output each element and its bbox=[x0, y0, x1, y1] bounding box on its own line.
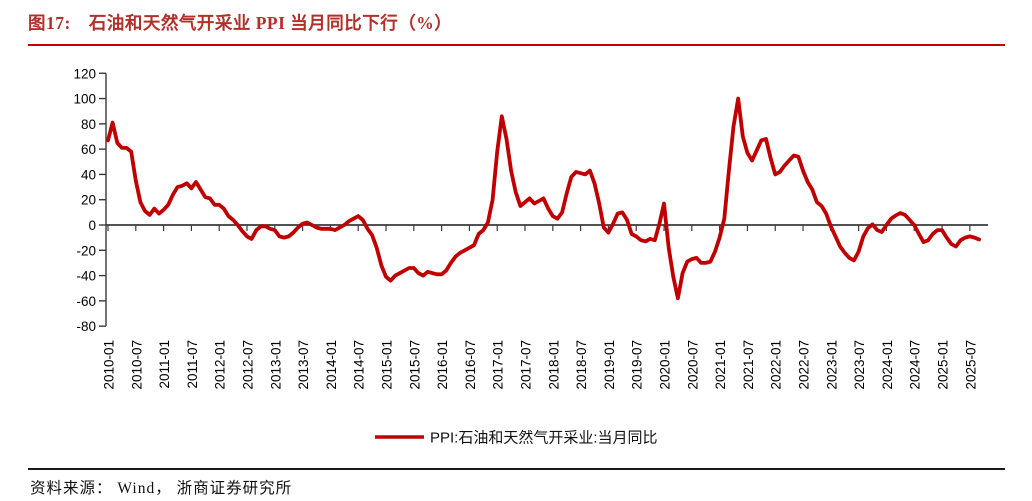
svg-text:2010-01: 2010-01 bbox=[102, 340, 117, 390]
svg-text:20: 20 bbox=[81, 193, 96, 208]
svg-text:60: 60 bbox=[81, 142, 96, 157]
svg-text:2016-01: 2016-01 bbox=[435, 340, 450, 390]
source-note: 资料来源： Wind， 浙商证券研究所 bbox=[30, 480, 293, 497]
svg-text:2020-01: 2020-01 bbox=[658, 340, 673, 390]
svg-text:2024-01: 2024-01 bbox=[880, 340, 895, 390]
svg-text:2014-01: 2014-01 bbox=[324, 340, 339, 390]
svg-text:2018-07: 2018-07 bbox=[574, 340, 589, 390]
svg-text:2025-01: 2025-01 bbox=[936, 340, 951, 390]
svg-text:120: 120 bbox=[73, 66, 96, 81]
svg-text:2018-01: 2018-01 bbox=[546, 340, 561, 390]
x-tick-labels: 2010-01 2010-07 2011-01 2011-07 2012-01 2012-… bbox=[102, 340, 979, 390]
svg-text:2015-07: 2015-07 bbox=[407, 340, 422, 390]
svg-text:2017-01: 2017-01 bbox=[491, 340, 506, 390]
figure-title: 图17: 石油和天然气开采业 PPI 当月同比下行（%） bbox=[28, 10, 452, 35]
svg-text:2011-07: 2011-07 bbox=[185, 340, 200, 389]
svg-text:2016-07: 2016-07 bbox=[463, 340, 478, 390]
svg-text:2023-01: 2023-01 bbox=[824, 340, 839, 390]
svg-text:2013-07: 2013-07 bbox=[296, 340, 311, 390]
svg-text:-20: -20 bbox=[76, 243, 96, 258]
svg-text:-40: -40 bbox=[76, 269, 96, 284]
svg-text:2020-07: 2020-07 bbox=[685, 340, 700, 390]
svg-text:100: 100 bbox=[73, 92, 96, 107]
svg-text:2012-07: 2012-07 bbox=[241, 340, 256, 390]
svg-text:2012-01: 2012-01 bbox=[213, 340, 228, 390]
svg-text:2023-07: 2023-07 bbox=[852, 340, 867, 390]
figure-title-text: 石油和天然气开采业 PPI 当月同比下行（%） bbox=[88, 13, 453, 33]
svg-text:2021-07: 2021-07 bbox=[741, 340, 756, 390]
svg-text:2017-07: 2017-07 bbox=[519, 340, 534, 390]
svg-text:-80: -80 bbox=[76, 319, 96, 334]
svg-text:2015-01: 2015-01 bbox=[380, 340, 395, 390]
svg-text:2022-07: 2022-07 bbox=[797, 340, 812, 390]
svg-text:2013-01: 2013-01 bbox=[268, 340, 283, 390]
svg-text:2019-01: 2019-01 bbox=[602, 340, 617, 390]
svg-text:2022-01: 2022-01 bbox=[769, 340, 784, 390]
svg-text:2024-07: 2024-07 bbox=[908, 340, 923, 390]
svg-text:2010-07: 2010-07 bbox=[129, 340, 144, 390]
series-line-ppi bbox=[106, 96, 981, 301]
figure-number: 图17: bbox=[28, 13, 71, 33]
svg-text:2019-07: 2019-07 bbox=[630, 340, 645, 390]
y-axis bbox=[99, 72, 107, 327]
svg-text:2021-01: 2021-01 bbox=[713, 340, 728, 390]
legend-label: PPI:石油和天然气开采业:当月同比 bbox=[430, 430, 658, 447]
ppi-chart: 120 100 80 60 40 20 0 -20 -40 -60 -80 2010-01 2010-0… bbox=[0, 55, 1032, 455]
svg-text:2025-07: 2025-07 bbox=[963, 340, 978, 390]
svg-text:-60: -60 bbox=[76, 294, 96, 309]
svg-text:0: 0 bbox=[88, 218, 96, 233]
legend: PPI:石油和天然气开采业:当月同比 bbox=[375, 430, 658, 447]
svg-text:80: 80 bbox=[81, 117, 96, 132]
svg-text:2011-01: 2011-01 bbox=[157, 340, 172, 389]
svg-text:40: 40 bbox=[81, 167, 96, 182]
title-rule bbox=[28, 44, 1005, 47]
svg-text:2014-07: 2014-07 bbox=[352, 340, 367, 390]
footer-rule bbox=[28, 468, 1005, 470]
y-tick-labels: 120 100 80 60 40 20 0 -20 -40 -60 -80 bbox=[73, 66, 96, 334]
x-axis bbox=[106, 224, 988, 231]
